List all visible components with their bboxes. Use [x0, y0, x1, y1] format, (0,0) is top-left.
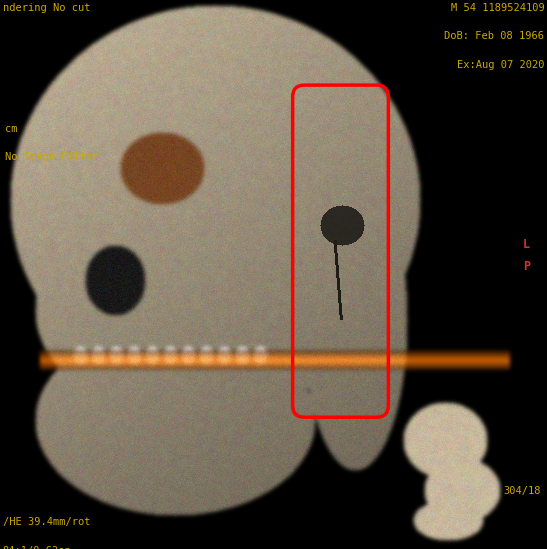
- Text: M 54 1189524109: M 54 1189524109: [451, 3, 544, 13]
- Text: L: L: [522, 238, 530, 251]
- Text: ndering No cut: ndering No cut: [3, 3, 90, 13]
- Text: DoB: Feb 08 1966: DoB: Feb 08 1966: [444, 31, 544, 41]
- Text: 84:1/0.62sp: 84:1/0.62sp: [3, 546, 72, 549]
- Text: Ex:Aug 07 2020: Ex:Aug 07 2020: [457, 60, 544, 70]
- Text: 304/18: 304/18: [503, 486, 540, 496]
- Text: cm: cm: [5, 124, 18, 133]
- Text: /HE 39.4mm/rot: /HE 39.4mm/rot: [3, 517, 90, 527]
- Text: P: P: [522, 260, 530, 273]
- Text: No Image Filter: No Image Filter: [5, 152, 99, 162]
